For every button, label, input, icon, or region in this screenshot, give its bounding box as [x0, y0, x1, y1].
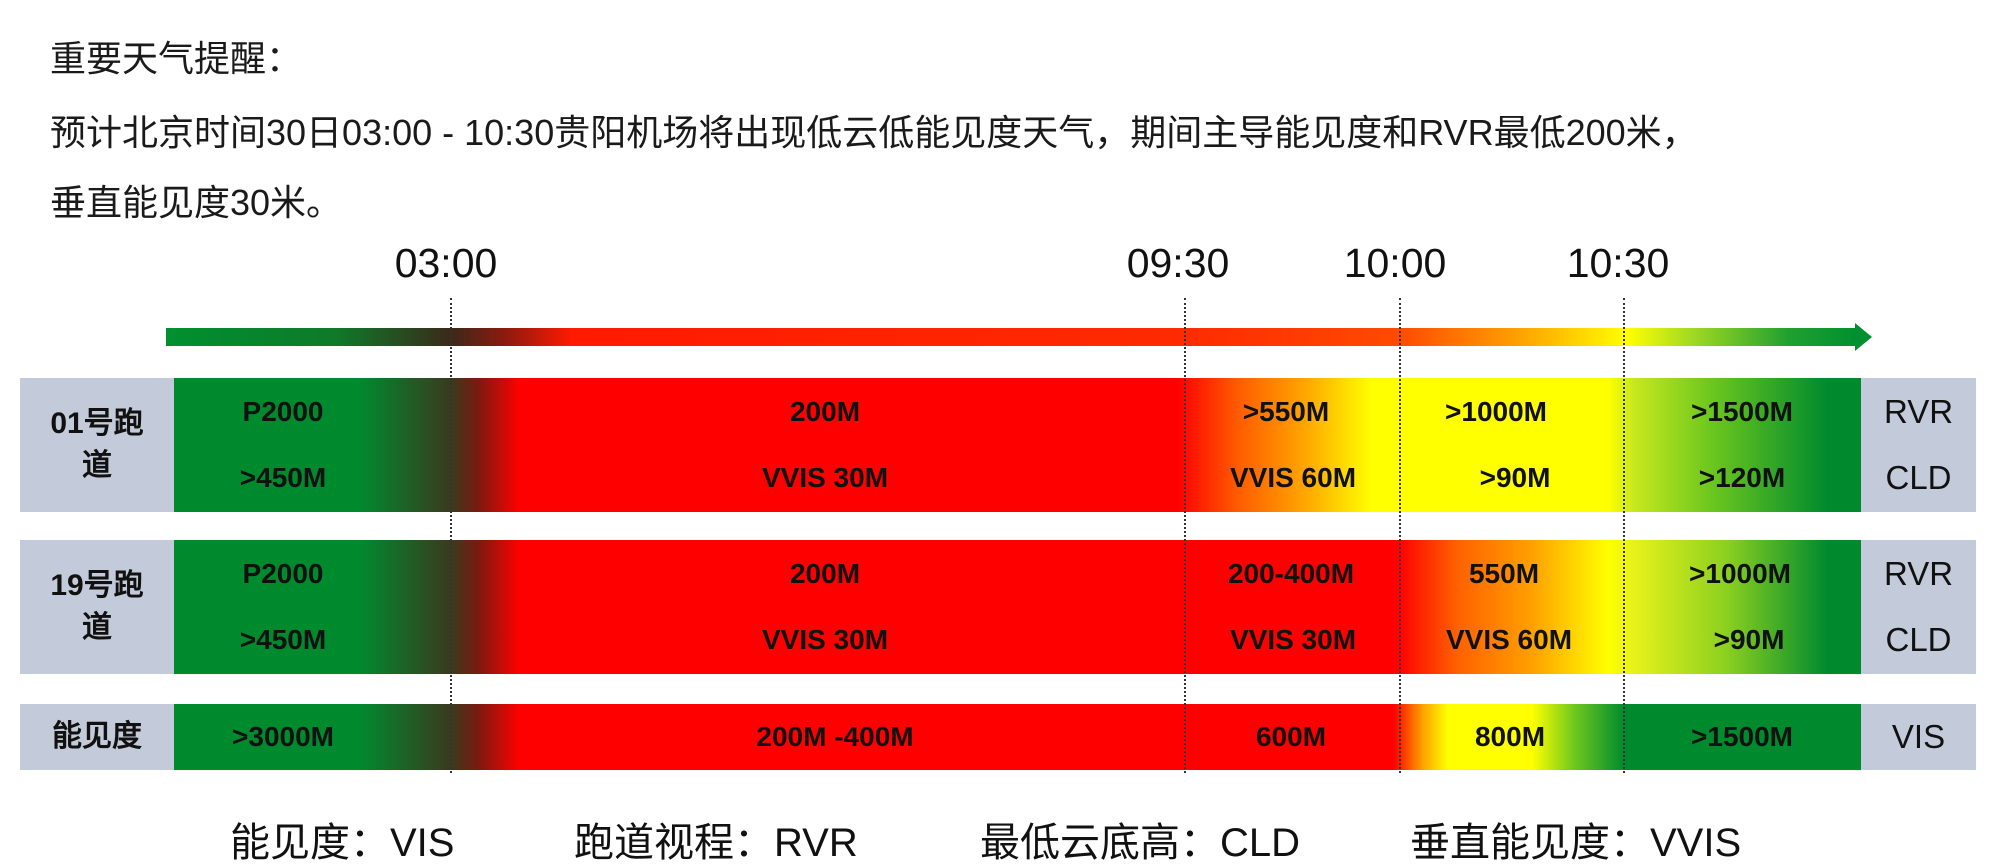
legend-cld: 最低云底高：CLD	[980, 821, 1301, 865]
value: VVIS 60M	[1229, 462, 1357, 493]
value: VVIS 30M	[761, 624, 889, 655]
unit-cld: CLD	[1885, 459, 1952, 496]
legend-vis: 能见度：VIS	[230, 821, 455, 865]
value: >120M	[1698, 462, 1786, 493]
arrow-head-icon	[1855, 323, 1872, 351]
time-label-1000: 10:00	[1343, 240, 1447, 286]
value: >1500M	[1691, 721, 1793, 752]
unit-rvr: RVR	[1883, 393, 1954, 430]
value: >3000M	[232, 721, 334, 752]
value: >1000M	[1689, 558, 1791, 589]
time-label-0300: 03:00	[394, 240, 498, 286]
time-label-0930: 09:30	[1126, 240, 1230, 286]
value: VVIS 30M	[761, 462, 889, 493]
unit-cld: CLD	[1885, 621, 1952, 658]
legend-vvis: 垂直能见度：VVIS	[1410, 821, 1742, 865]
value: >90M	[1713, 624, 1785, 655]
notice-line-2: 垂直能见度30米。	[50, 182, 343, 223]
notice-line-1: 预计北京时间30日03:00 - 10:30贵阳机场将出现低云低能见度天气，期间…	[50, 112, 1698, 153]
value: >1500M	[1691, 396, 1793, 427]
legend-rvr: 跑道视程：RVR	[574, 821, 858, 865]
value: VVIS 30M	[1229, 624, 1357, 655]
value: >1000M	[1445, 396, 1547, 427]
time-divider-1030	[1623, 298, 1625, 773]
unit-vis: VIS	[1891, 718, 1946, 755]
runway-01-bar	[174, 378, 1861, 512]
value: 550M	[1468, 558, 1540, 589]
visibility-bar	[174, 704, 1861, 770]
value: 200M	[789, 396, 861, 427]
time-divider-1000	[1399, 298, 1401, 773]
runway-19-bar	[174, 540, 1861, 674]
value: P2000	[242, 558, 324, 589]
runway-19-label: 19号跑道	[20, 540, 174, 674]
value: >450M	[239, 462, 327, 493]
visibility-units: VIS	[1861, 704, 1976, 770]
time-divider-0930	[1184, 298, 1186, 773]
notice-title: 重要天气提醒：	[50, 38, 303, 79]
runway-01-label: 01号跑道	[20, 378, 174, 512]
value: 800M	[1474, 721, 1546, 752]
value: P2000	[242, 396, 324, 427]
value: >90M	[1479, 462, 1551, 493]
visibility-label: 能见度	[20, 704, 174, 770]
runway-01-row: 01号跑道 RVR CLD P2000 200M >550M >1000M >1…	[20, 378, 1976, 512]
value: >450M	[239, 624, 327, 655]
timeline-arrow	[166, 328, 1856, 346]
value: 200M -400M	[756, 721, 914, 752]
value: >550M	[1242, 396, 1330, 427]
time-divider-0300	[450, 298, 452, 773]
time-label-1030: 10:30	[1566, 240, 1670, 286]
unit-rvr: RVR	[1883, 555, 1954, 592]
runway-19-units: RVR CLD	[1861, 540, 1976, 674]
visibility-row: 能见度 VIS >3000M 200M -400M 600M 800M >150…	[20, 704, 1976, 770]
value: 200M	[789, 558, 861, 589]
value: 200-400M	[1227, 558, 1355, 589]
value: 600M	[1255, 721, 1327, 752]
runway-01-units: RVR CLD	[1861, 378, 1976, 512]
runway-19-row: 19号跑道 RVR CLD P2000 200M 200-400M 550M >…	[20, 540, 1976, 674]
value: VVIS 60M	[1445, 624, 1573, 655]
